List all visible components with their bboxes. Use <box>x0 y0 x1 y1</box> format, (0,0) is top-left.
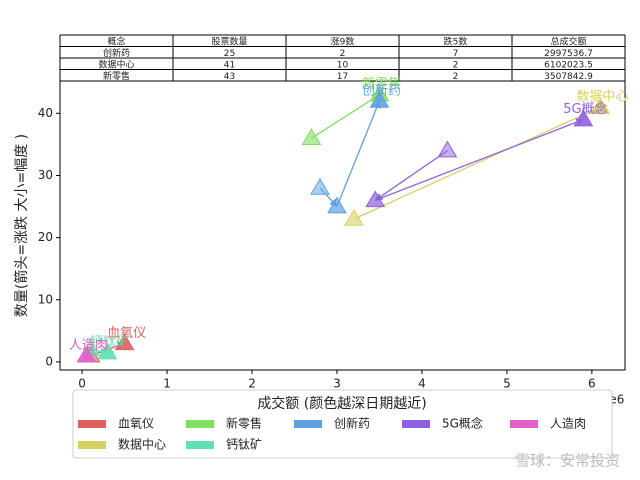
table-cell: 25 <box>224 49 235 59</box>
legend-swatch <box>78 420 106 428</box>
point <box>344 208 364 226</box>
legend-label: 5G概念 <box>442 416 483 431</box>
arrow <box>336 100 381 207</box>
y-tick-label: 40 <box>38 106 53 120</box>
x-tick-label: 0 <box>78 377 86 391</box>
point-label: 5G概念 <box>563 101 607 117</box>
arrow <box>353 106 602 220</box>
point <box>573 109 594 127</box>
x-tick-label: 4 <box>418 377 426 391</box>
x-axis-label: 成交额 (颜色越深日期越近) <box>257 395 426 412</box>
table-cell: 17 <box>337 72 348 82</box>
point <box>590 97 611 114</box>
legend-swatch <box>510 420 538 428</box>
point-label: 钙钛矿 <box>90 335 129 350</box>
table-cell: 7 <box>453 49 459 59</box>
plot-frame <box>59 80 626 371</box>
table-cell: 6102023.5 <box>544 60 593 70</box>
point-label: 人造肉 <box>69 338 108 353</box>
table-header: 涨9数 <box>331 35 355 47</box>
table-cell: 43 <box>224 72 235 82</box>
x-tick-label: 5 <box>503 377 511 391</box>
y-tick-label: 10 <box>38 292 53 306</box>
point <box>365 190 386 208</box>
y-tick-label: 30 <box>38 168 53 182</box>
y-tick-label: 20 <box>38 230 53 244</box>
legend-swatch <box>186 441 214 449</box>
point-label: 血氧仪 <box>107 326 146 341</box>
table-cell: 新零售 <box>103 70 130 82</box>
legend-label: 血氧仪 <box>118 417 154 431</box>
point <box>437 140 458 158</box>
point <box>114 333 135 351</box>
legend-label: 新零售 <box>226 416 262 431</box>
table-cell: 2 <box>453 72 459 82</box>
table-header: 概念 <box>107 35 125 47</box>
y-axis-label: 数量(箭头=涨跌 大小=幅度 ) <box>13 134 30 317</box>
point <box>327 196 347 214</box>
point <box>369 90 390 108</box>
legend-swatch <box>402 420 430 428</box>
legend-label: 钙钛矿 <box>226 437 262 452</box>
table-cell: 数据中心 <box>98 58 134 70</box>
table-header: 股票数量 <box>211 35 247 47</box>
point-label: 数据中心 <box>576 90 628 105</box>
table-cell: 创新药 <box>103 47 130 59</box>
table-cell: 2997536.7 <box>544 49 593 59</box>
table-header: 总成交额 <box>550 35 586 47</box>
table-cell: 2 <box>453 60 459 70</box>
watermark: 雪球：安常投资 <box>515 452 620 470</box>
arrow <box>374 150 448 201</box>
arrow <box>374 118 585 201</box>
table-cell: 41 <box>224 60 235 70</box>
point <box>310 177 330 195</box>
x-tick-label: 1 <box>163 377 171 391</box>
legend-swatch <box>186 420 214 428</box>
table-cell: 3507842.9 <box>544 72 593 82</box>
legend-swatch <box>78 441 106 449</box>
point-label: 新零售 <box>362 76 401 92</box>
point <box>97 342 118 360</box>
table-header: 跌5数 <box>444 35 468 47</box>
arrow <box>311 94 381 139</box>
point <box>301 128 322 145</box>
table-cell: 10 <box>337 60 349 70</box>
legend-label: 创新药 <box>334 416 370 431</box>
legend-swatch <box>294 420 322 428</box>
point-label: 创新药 <box>362 82 401 98</box>
x-tick-label: 3 <box>333 377 341 391</box>
legend-label: 数据中心 <box>118 437 166 452</box>
legend-label: 人造肉 <box>550 417 586 431</box>
point <box>76 345 97 363</box>
table-cell: 2 <box>340 49 346 59</box>
x-tick-label: 6 <box>588 377 596 391</box>
x-tick-label: 2 <box>248 377 256 391</box>
y-tick-label: 0 <box>45 354 53 368</box>
